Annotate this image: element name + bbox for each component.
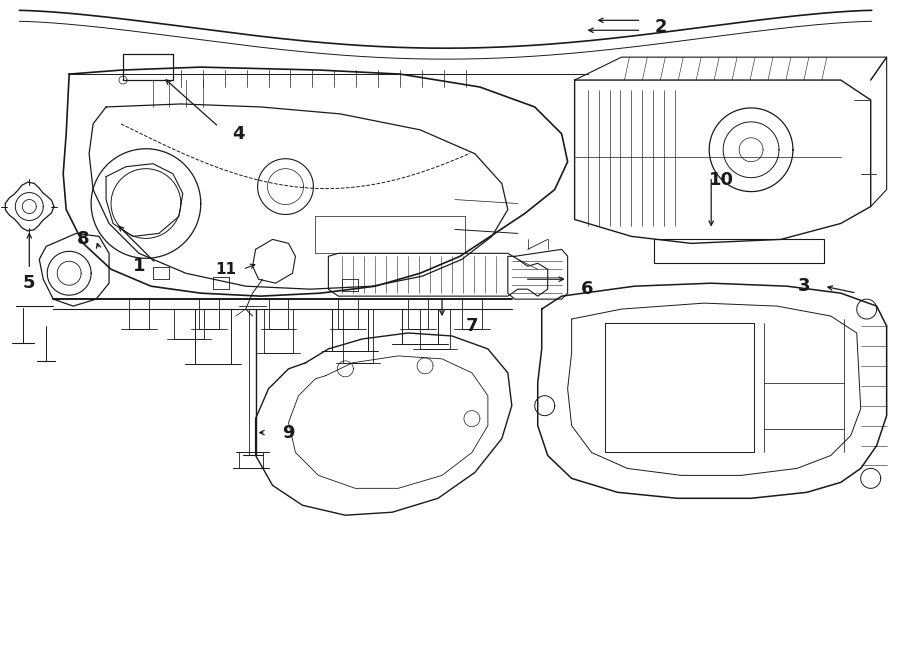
Text: 10: 10 xyxy=(708,171,734,188)
Text: 11: 11 xyxy=(215,262,236,277)
Text: 7: 7 xyxy=(465,317,478,335)
Text: 4: 4 xyxy=(232,125,245,143)
Text: 3: 3 xyxy=(797,277,810,295)
Text: 6: 6 xyxy=(581,280,594,298)
Text: 9: 9 xyxy=(283,424,294,442)
Text: 2: 2 xyxy=(655,19,668,36)
Text: 1: 1 xyxy=(132,257,145,275)
Text: 5: 5 xyxy=(23,274,36,292)
Text: 8: 8 xyxy=(76,231,89,249)
